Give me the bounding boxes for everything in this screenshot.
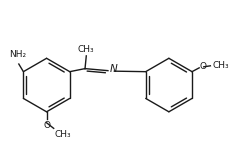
Text: CH₃: CH₃: [78, 45, 95, 54]
Text: O: O: [200, 62, 207, 71]
Text: O: O: [43, 121, 50, 130]
Text: NH₂: NH₂: [9, 50, 26, 59]
Text: CH₃: CH₃: [212, 61, 229, 70]
Text: CH₃: CH₃: [55, 130, 71, 139]
Text: N: N: [110, 64, 118, 74]
